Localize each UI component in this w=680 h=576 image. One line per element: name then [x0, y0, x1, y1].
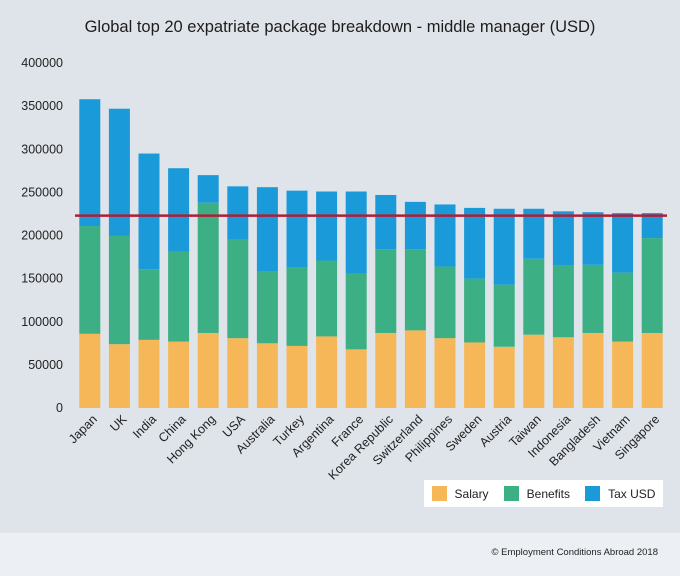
- legend-swatch-benefits: [503, 486, 519, 501]
- bar-salary: [227, 338, 249, 408]
- bar-salary: [375, 332, 397, 408]
- legend-label-salary: Salary: [454, 486, 489, 501]
- bar-salary: [641, 332, 663, 408]
- bar-tax-usd: [316, 191, 338, 261]
- bar-tax-usd: [375, 194, 397, 250]
- bar-benefits: [256, 271, 278, 344]
- legend-item-salary: Salary: [431, 486, 489, 501]
- bar-salary: [108, 344, 130, 408]
- bar-tax-usd: [79, 99, 101, 227]
- bar-salary: [286, 345, 308, 408]
- bar-tax-usd: [286, 190, 308, 268]
- bar-benefits: [197, 202, 219, 333]
- bar-tax-usd: [582, 212, 604, 265]
- legend-label-tax: Tax USD: [608, 486, 656, 501]
- bar-salary: [79, 333, 101, 408]
- legend-label-benefits: Benefits: [526, 486, 571, 501]
- bar-salary: [256, 343, 278, 408]
- bar-salary: [464, 342, 486, 408]
- bar-tax-usd: [612, 213, 634, 273]
- bar-salary: [523, 334, 545, 408]
- bar-benefits: [404, 249, 426, 331]
- bar-benefits: [493, 284, 515, 347]
- bar-salary: [316, 336, 338, 408]
- x-tick-label: India: [130, 412, 159, 441]
- bar-salary: [197, 332, 219, 408]
- x-tick-label: Japan: [66, 412, 100, 446]
- bar-tax-usd: [168, 168, 190, 252]
- bar-tax-usd: [197, 175, 219, 203]
- bar-benefits: [227, 239, 249, 339]
- bar-benefits: [108, 235, 130, 345]
- bar-benefits: [316, 260, 338, 337]
- bar-benefits: [582, 264, 604, 333]
- legend-item-tax: Tax USD: [585, 486, 655, 501]
- footer-band: © Employment Conditions Abroad 2018: [0, 533, 680, 576]
- bar-tax-usd: [523, 208, 545, 259]
- legend-item-benefits: Benefits: [503, 486, 571, 501]
- bar-tax-usd: [345, 191, 367, 274]
- bar-benefits: [138, 269, 160, 340]
- x-tick-label: UK: [107, 412, 130, 435]
- y-tick-label: 400000: [21, 56, 63, 70]
- bar-benefits: [464, 278, 486, 343]
- bar-benefits: [79, 226, 101, 334]
- bar-tax-usd: [552, 211, 574, 266]
- bar-salary: [552, 337, 574, 408]
- y-tick-label: 300000: [21, 142, 63, 156]
- bar-tax-usd: [464, 207, 486, 279]
- bar-salary: [404, 330, 426, 408]
- bar-tax-usd: [256, 187, 278, 272]
- y-tick-label: 350000: [21, 99, 63, 113]
- chart-plot: 0 50000 100000 150000 200000 250000 300000 3500…: [21, 56, 667, 483]
- y-tick-label: 50000: [28, 358, 63, 372]
- bar-tax-usd: [641, 213, 663, 239]
- bar-benefits: [345, 273, 367, 350]
- y-tick-label: 200000: [21, 229, 63, 243]
- bar-tax-usd: [227, 186, 249, 240]
- bar-benefits: [612, 272, 634, 342]
- x-tick-label: Austria: [477, 412, 514, 449]
- bar-tax-usd: [404, 201, 426, 250]
- bar-salary: [345, 349, 367, 408]
- bar-salary: [434, 338, 456, 408]
- bar-benefits: [286, 267, 308, 346]
- bar-benefits: [552, 265, 574, 338]
- y-tick-label: 250000: [21, 185, 63, 199]
- bar-tax-usd: [493, 208, 515, 285]
- bar-benefits: [168, 251, 190, 342]
- legend-swatch-salary: [431, 486, 447, 501]
- bar-tax-usd: [138, 153, 160, 270]
- chart-legend: Salary Benefits Tax USD: [424, 480, 663, 507]
- bar-salary: [138, 339, 160, 408]
- y-tick-label: 100000: [21, 315, 63, 329]
- bar-salary: [168, 341, 190, 408]
- y-tick-label: 0: [56, 401, 63, 415]
- bar-benefits: [375, 249, 397, 333]
- bar-benefits: [523, 258, 545, 335]
- bar-salary: [493, 346, 515, 408]
- bar-tax-usd: [108, 108, 130, 236]
- chart-title: Global top 20 expatriate package breakdo…: [84, 18, 596, 36]
- legend-swatch-tax: [585, 486, 601, 501]
- bar-salary: [612, 341, 634, 408]
- bar-benefits: [434, 266, 456, 339]
- y-tick-label: 150000: [21, 272, 63, 286]
- footer-credit: © Employment Conditions Abroad 2018: [491, 547, 659, 558]
- bar-salary: [582, 332, 604, 408]
- bar-benefits: [641, 238, 663, 333]
- bar-tax-usd: [434, 204, 456, 267]
